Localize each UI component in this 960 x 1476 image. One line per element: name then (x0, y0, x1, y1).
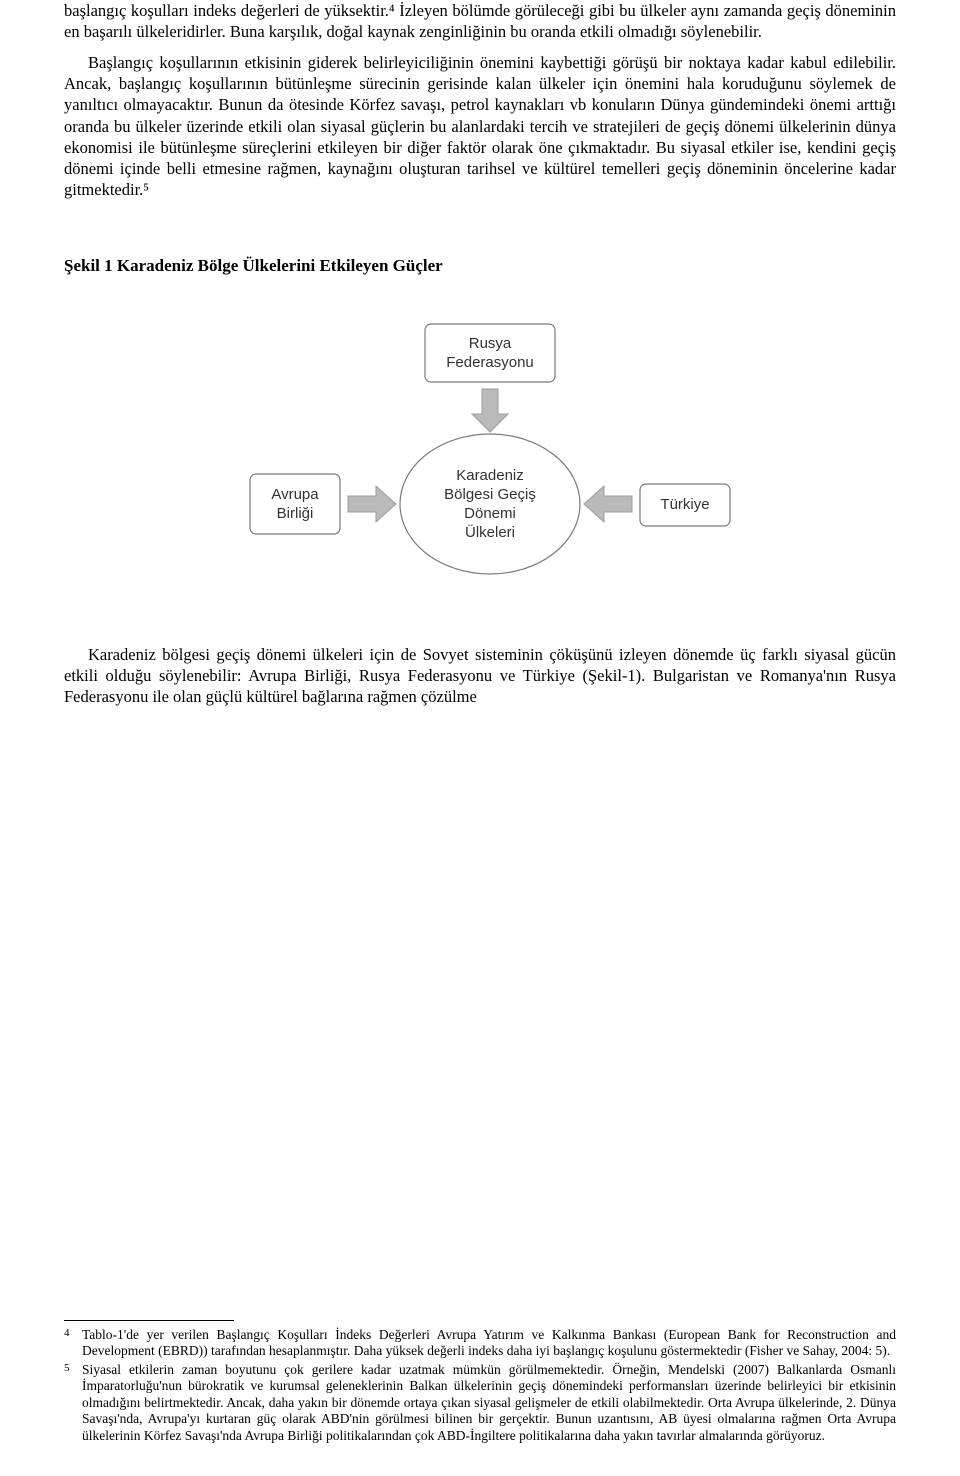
arrow-top (472, 389, 508, 432)
footnotes-block: 4 Tablo-1'de yer verilen Başlangıç Koşul… (64, 1320, 896, 1446)
node-center (400, 434, 580, 574)
node-center-label-2: Bölgesi Geçiş (444, 486, 536, 503)
node-avrupa-label-2: Birliği (277, 505, 314, 522)
node-center-label-4: Ülkeleri (465, 523, 515, 541)
diagram-svg: Rusya Federasyonu Avrupa Birliği Türkiye… (160, 304, 800, 604)
node-avrupa-label-1: Avrupa (271, 486, 319, 503)
node-turkiye-label: Türkiye (660, 496, 709, 513)
footnote-4-text: Tablo-1'de yer verilen Başlangıç Koşulla… (82, 1327, 896, 1360)
node-center-label-1: Karadeniz (456, 467, 524, 484)
body-paragraph-1: başlangıç koşulları indeks değerleri de … (64, 0, 896, 42)
footnote-4: 4 Tablo-1'de yer verilen Başlangıç Koşul… (64, 1327, 896, 1360)
footnote-5: 5 Siyasal etkilerin zaman boyutunu çok g… (64, 1362, 896, 1444)
node-avrupa (250, 474, 340, 534)
arrow-right (584, 486, 632, 522)
figure-1-diagram: Rusya Federasyonu Avrupa Birliği Türkiye… (64, 304, 896, 604)
node-rusya (425, 324, 555, 382)
node-rusya-label-1: Rusya (469, 335, 512, 352)
arrow-left (348, 486, 396, 522)
body-paragraph-3: Karadeniz bölgesi geçiş dönemi ülkeleri … (64, 644, 896, 707)
figure-heading: Şekil 1 Karadeniz Bölge Ülkelerini Etkil… (64, 256, 896, 276)
footnote-rule (64, 1320, 234, 1321)
body-paragraph-2: Başlangıç koşullarının etkisinin giderek… (64, 52, 896, 200)
footnote-4-num: 4 (64, 1327, 82, 1360)
node-center-label-3: Dönemi (464, 505, 516, 522)
node-rusya-label-2: Federasyonu (446, 354, 534, 371)
footnote-5-text: Siyasal etkilerin zaman boyutunu çok ger… (82, 1362, 896, 1444)
footnote-5-num: 5 (64, 1362, 82, 1444)
